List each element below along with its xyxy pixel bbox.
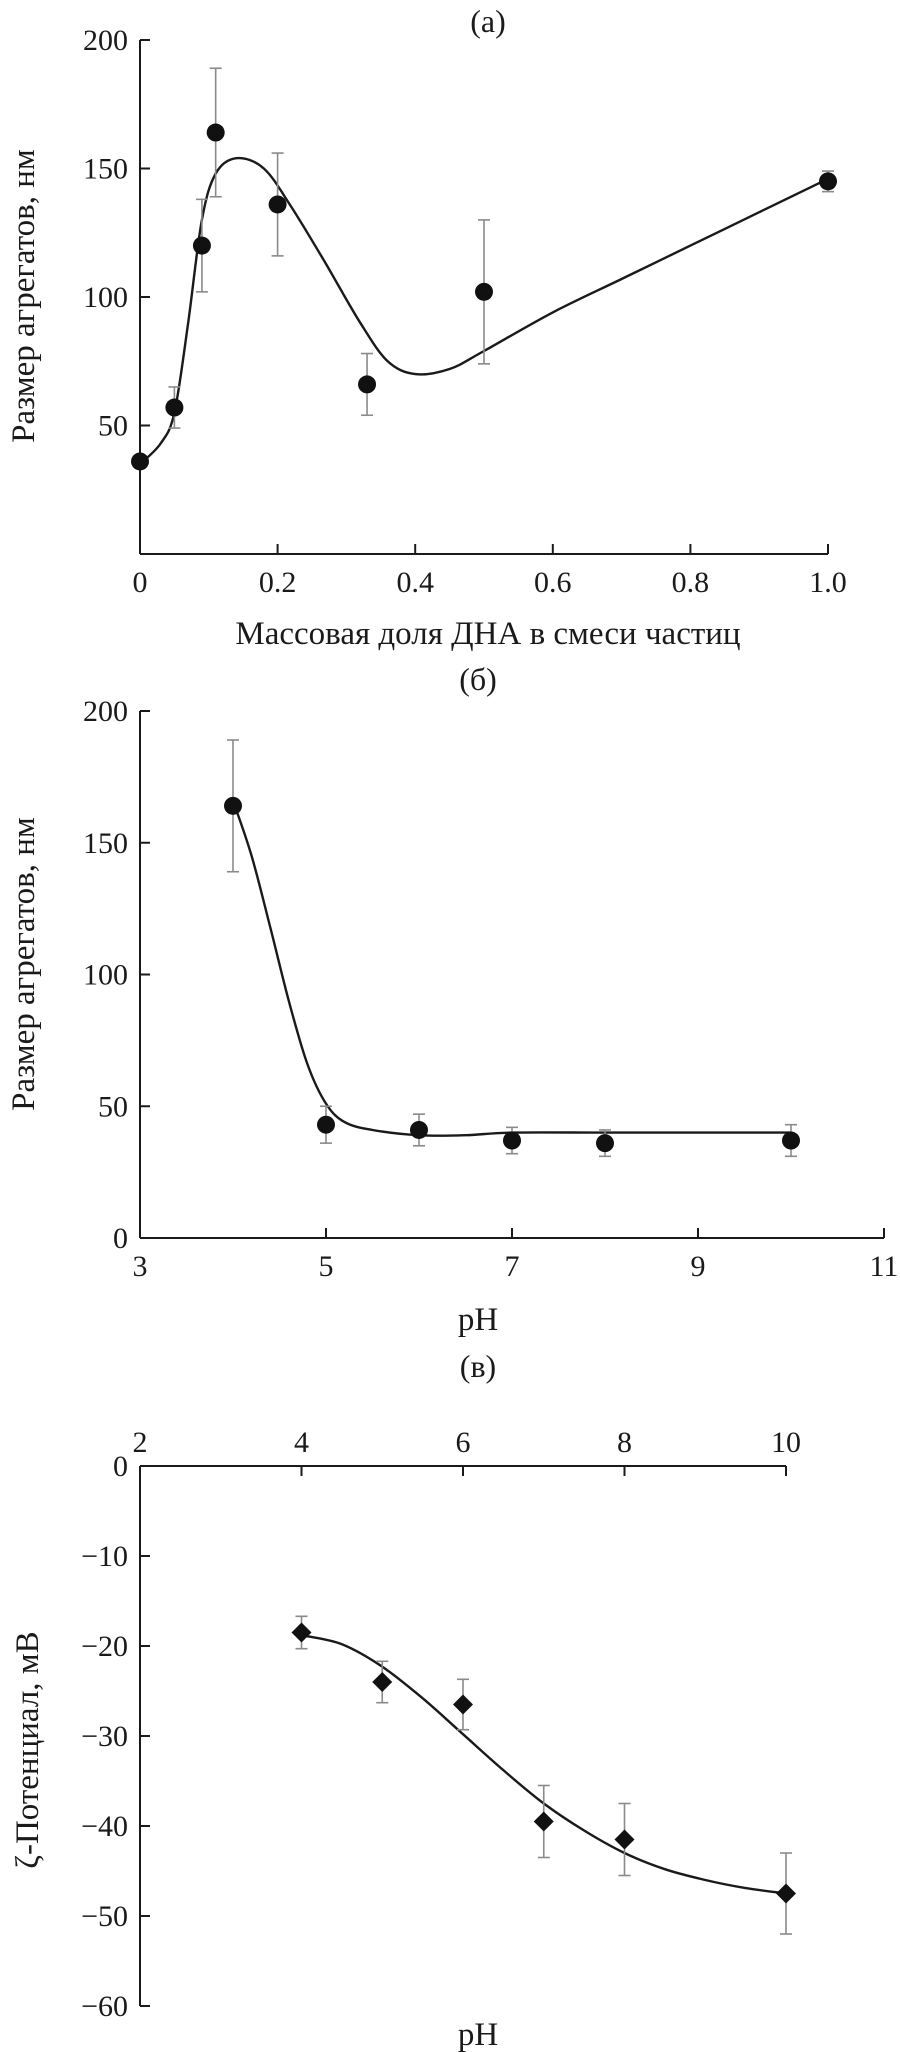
- panel-a-y-tick-label: 150: [83, 153, 128, 186]
- panel-c-x-tick-label: 6: [456, 1426, 471, 1459]
- panel-c-data-point: [291, 1622, 312, 1643]
- panel-c-label: (в): [460, 1348, 496, 1384]
- panel-b-data-point: [782, 1131, 800, 1150]
- panel-b-data-point: [503, 1131, 521, 1150]
- panel-c-y-tick-label: −20: [81, 1630, 128, 1663]
- panel-b-y-axis-label: Размер агрегатов, нм: [6, 817, 42, 1111]
- panel-a-data-point: [192, 236, 211, 255]
- panel-c-x-tick-label: 10: [771, 1426, 801, 1459]
- panel-b-y-tick-label: 50: [98, 1090, 128, 1123]
- panel-b-data-point: [410, 1120, 428, 1139]
- panel-a-y-tick-label: 50: [98, 410, 128, 443]
- panel-b-x-axis-label: pH: [458, 1302, 498, 1338]
- panel-c-y-tick-label: −10: [81, 1540, 128, 1573]
- panel-b-x-tick-label: 9: [691, 1250, 706, 1283]
- panel-a-data-point: [165, 398, 184, 417]
- panel-c-x-axis-label: pH: [458, 2017, 498, 2052]
- panel-c-data-point: [453, 1694, 473, 1715]
- panel-c-y-axis-label: ζ-Потенциал, мВ: [10, 1631, 46, 1868]
- panel-a-data-point: [475, 282, 493, 301]
- panel-c-y-tick-label: −50: [81, 1900, 128, 1933]
- panel-c-x-tick-label: 2: [133, 1426, 148, 1459]
- panel-c-data-point: [372, 1672, 393, 1692]
- panel-c-data-point: [533, 1811, 554, 1832]
- panel-a-data-point: [819, 172, 837, 191]
- panel-b-y-tick-label: 200: [83, 695, 128, 728]
- panel-b-label: (б): [459, 661, 497, 697]
- panel-a-x-tick-label: 0.8: [672, 566, 710, 599]
- panel-a-label: (а): [470, 3, 506, 39]
- panel-a-y-tick-label: 100: [83, 281, 128, 314]
- panel-a-data-point: [268, 195, 287, 214]
- panel-b-data-point: [317, 1115, 335, 1134]
- panel-a-y-axis-label: Размер агрегатов, нм: [6, 149, 42, 443]
- panel-a-data-point: [358, 375, 377, 394]
- panel-c-x-tick-label: 8: [617, 1426, 632, 1459]
- panel-b-fit-curve: [231, 800, 791, 1137]
- panel-b-x-tick-label: 3: [133, 1250, 148, 1283]
- panel-a-x-tick-label: 0.4: [396, 566, 434, 599]
- panel-c-y-tick-label: −40: [81, 1810, 128, 1843]
- chart-panel-a: (а) Массовая доля ДНА в смеси частиц Раз…: [6, 3, 847, 652]
- panel-a-data-point: [206, 123, 225, 142]
- chart-panel-b: (б) pH Размер агрегатов, нм 3 5 7 9 11 0 50 100…: [6, 661, 898, 1338]
- panel-a-data-point: [131, 452, 149, 471]
- panel-b-y-tick-label: 150: [83, 827, 128, 860]
- panel-b-x-tick-label: 11: [870, 1250, 899, 1283]
- panel-b-y-tick-label: 0: [113, 1222, 128, 1255]
- panel-b-x-tick-label: 7: [505, 1250, 520, 1283]
- panel-a-x-tick-label: 0: [133, 566, 148, 599]
- panel-b-y-tick-label: 100: [83, 959, 128, 992]
- panel-c-y-tick-label: 0: [113, 1450, 128, 1483]
- panel-a-x-tick-label: 0.6: [534, 566, 572, 599]
- panel-a-x-tick-label: 0.2: [259, 566, 297, 599]
- panel-c-y-tick-label: −60: [81, 1990, 128, 2023]
- panel-b-data-point: [596, 1134, 614, 1153]
- panel-a-x-axis-label: Массовая доля ДНА в смеси частиц: [235, 616, 740, 652]
- panel-c-data-point: [776, 1883, 796, 1904]
- panel-c-x-tick-label: 4: [294, 1426, 309, 1459]
- panel-c-y-tick-label: −30: [81, 1720, 128, 1753]
- panel-a-y-tick-label: 200: [83, 24, 128, 57]
- chart-panel-c: (в) pH ζ-Потенциал, мВ 2 4 6 8 10 −60 −50 −40 −3…: [10, 1348, 801, 2052]
- panel-c-data-point: [614, 1829, 635, 1850]
- panel-b-x-tick-label: 5: [319, 1250, 334, 1283]
- panel-b-data-point: [224, 796, 242, 815]
- panel-a-x-tick-label: 1.0: [809, 566, 847, 599]
- panel-a-fit-curve: [139, 156, 829, 465]
